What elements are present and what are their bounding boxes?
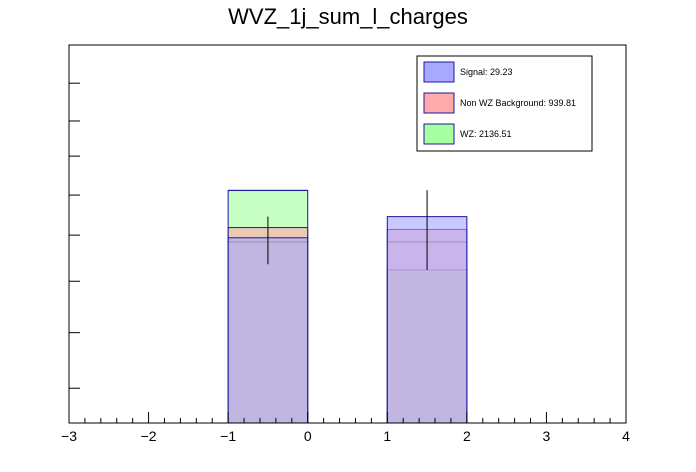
x-tick-label: −3 xyxy=(61,428,77,444)
x-tick-label: 2 xyxy=(463,428,471,444)
legend: Signal: 29.23 Non WZ Background: 939.81 WZ… xyxy=(416,55,593,152)
bar-s2-b0 xyxy=(227,237,309,424)
legend-label-1: Non WZ Background: 939.81 xyxy=(460,98,576,108)
x-tick-label: 0 xyxy=(304,428,312,444)
x-tick-label: 1 xyxy=(383,428,391,444)
plot-frame xyxy=(68,44,627,424)
x-tick-label: −2 xyxy=(141,428,157,444)
legend-label-0: Signal: 29.23 xyxy=(460,67,513,77)
x-tick-label: 4 xyxy=(622,428,630,444)
bars-layer xyxy=(227,190,468,424)
x-tick-label: 3 xyxy=(543,428,551,444)
x-tick-label: −1 xyxy=(220,428,236,444)
axis-layer: −3 −2 −1 0 1 2 3 4 xyxy=(61,82,630,444)
error-bars-layer xyxy=(227,189,468,270)
chart-title: WVZ_1j_sum_l_charges xyxy=(228,4,468,29)
legend-swatch-1 xyxy=(423,92,455,114)
legend-swatch-2 xyxy=(423,123,455,145)
legend-swatch-0 xyxy=(423,61,455,83)
legend-label-2: WZ: 2136.51 xyxy=(460,129,512,139)
